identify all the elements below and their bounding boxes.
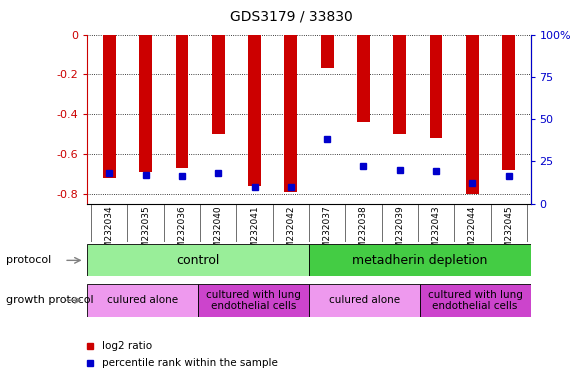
Text: cultured with lung
endothelial cells: cultured with lung endothelial cells xyxy=(206,290,301,311)
Text: GSM232042: GSM232042 xyxy=(286,205,296,260)
Bar xyxy=(503,35,515,170)
FancyBboxPatch shape xyxy=(309,284,420,317)
Text: GSM232034: GSM232034 xyxy=(105,205,114,260)
Bar xyxy=(321,35,333,68)
Bar xyxy=(103,35,115,178)
Text: GSM232039: GSM232039 xyxy=(395,205,404,260)
Text: percentile rank within the sample: percentile rank within the sample xyxy=(102,358,278,368)
FancyBboxPatch shape xyxy=(420,284,531,317)
Text: culured alone: culured alone xyxy=(107,295,178,306)
FancyBboxPatch shape xyxy=(87,244,309,276)
Bar xyxy=(394,35,406,134)
Text: GDS3179 / 33830: GDS3179 / 33830 xyxy=(230,10,353,23)
Text: GSM232037: GSM232037 xyxy=(322,205,332,260)
Bar xyxy=(248,35,261,185)
Text: GSM232045: GSM232045 xyxy=(504,205,513,260)
Text: GSM232044: GSM232044 xyxy=(468,205,477,260)
Bar xyxy=(357,35,370,122)
Text: GSM232041: GSM232041 xyxy=(250,205,259,260)
Text: GSM232036: GSM232036 xyxy=(177,205,187,260)
Bar xyxy=(212,35,224,134)
Text: protocol: protocol xyxy=(6,255,51,265)
Text: GSM232040: GSM232040 xyxy=(214,205,223,260)
Bar xyxy=(139,35,152,172)
Text: control: control xyxy=(177,254,220,266)
FancyBboxPatch shape xyxy=(87,284,198,317)
Text: GSM232038: GSM232038 xyxy=(359,205,368,260)
Bar xyxy=(175,35,188,168)
Text: GSM232043: GSM232043 xyxy=(431,205,441,260)
Text: metadherin depletion: metadherin depletion xyxy=(352,254,487,266)
Bar xyxy=(466,35,479,194)
Bar xyxy=(285,35,297,192)
Text: culured alone: culured alone xyxy=(329,295,400,306)
Text: cultured with lung
endothelial cells: cultured with lung endothelial cells xyxy=(428,290,522,311)
Text: growth protocol: growth protocol xyxy=(6,295,93,305)
Bar xyxy=(430,35,442,138)
Text: GSM232035: GSM232035 xyxy=(141,205,150,260)
FancyBboxPatch shape xyxy=(198,284,309,317)
Text: log2 ratio: log2 ratio xyxy=(102,341,152,351)
FancyBboxPatch shape xyxy=(309,244,531,276)
